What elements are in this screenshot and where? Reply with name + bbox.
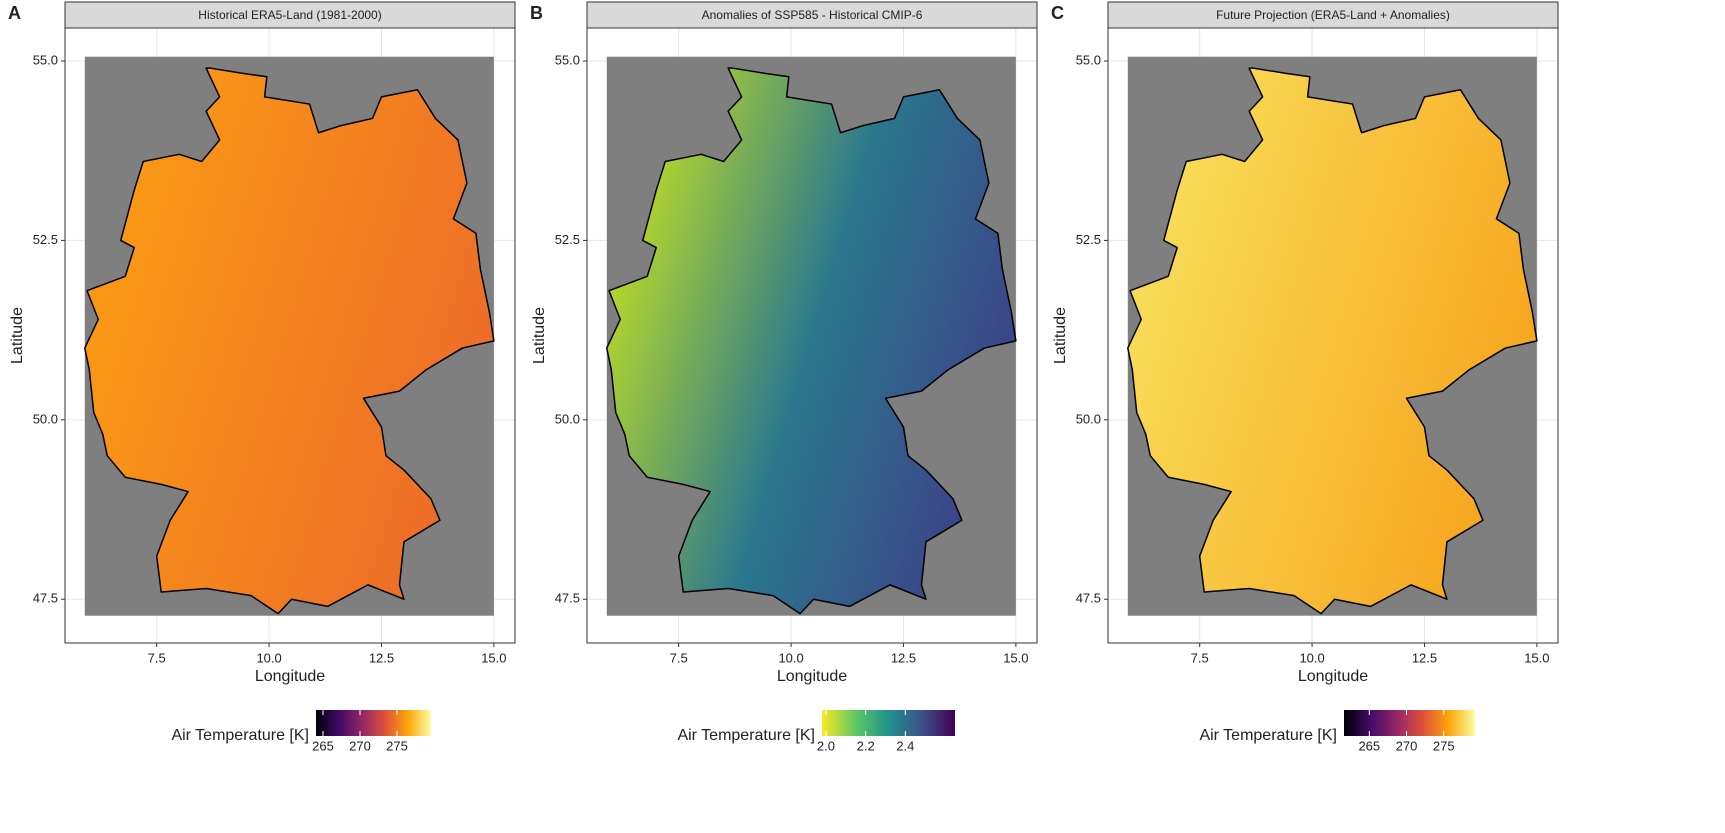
x-axis-title: Longitude [777,668,847,685]
y-tick-label: 55.0 [1076,52,1101,67]
colorbar-tick-label: 265 [1358,738,1380,753]
strip [64,1,516,29]
panel-title: Anomalies of SSP585 - Historical CMIP-6 [702,8,923,22]
x-axis-title: Longitude [255,668,325,685]
x-tick-label: 12.5 [1412,650,1437,665]
y-tick-label: 47.5 [555,591,580,606]
x-tick-label: 15.0 [481,650,506,665]
colorbar-tick-label: 2.2 [857,738,875,753]
panel-title: Future Projection (ERA5-Land + Anomalies… [1216,8,1450,22]
y-tick-label: 55.0 [33,52,58,67]
colorbar-tick-label: 270 [1396,738,1418,753]
y-tick-label: 52.5 [1076,232,1101,247]
y-tick-label: 52.5 [33,232,58,247]
strip [586,1,1038,29]
x-axis-title: Longitude [1298,668,1368,685]
colorbar-tick-label: 2.0 [817,738,835,753]
panel-border [64,27,516,644]
colorbar [822,710,955,736]
x-tick-label: 15.0 [1003,650,1028,665]
x-tick-label: 10.0 [256,650,281,665]
y-axis-title: Latitude [9,307,26,364]
x-tick-label: 7.5 [670,650,688,665]
colorbar-tick-label: 275 [1433,738,1455,753]
panel-label: A [8,3,21,23]
colorbar-tick-label: 265 [312,738,334,753]
germany-outline [84,67,495,615]
panel-label: B [530,3,543,23]
y-axis-title: Latitude [1052,307,1069,364]
germany-outline [606,67,1017,615]
x-tick-label: 10.0 [778,650,803,665]
x-tick-label: 15.0 [1524,650,1549,665]
y-tick-label: 52.5 [555,232,580,247]
y-tick-label: 47.5 [33,591,58,606]
x-tick-label: 7.5 [148,650,166,665]
colorbar [316,710,431,736]
x-tick-label: 12.5 [369,650,394,665]
colorbar-tick-label: 275 [386,738,408,753]
colorbar [1344,710,1475,736]
panel-border [586,27,1038,644]
y-tick-label: 55.0 [555,52,580,67]
colorbar-tick-label: 2.4 [896,738,914,753]
panel-border [1107,27,1559,644]
y-tick-label: 47.5 [1076,591,1101,606]
panel-title: Historical ERA5-Land (1981-2000) [198,8,381,22]
y-axis-title: Latitude [531,307,548,364]
legend-title: Air Temperature [K] [677,727,815,744]
y-tick-label: 50.0 [33,411,58,426]
y-tick-label: 50.0 [1076,411,1101,426]
panel-label: C [1051,3,1064,23]
legend-title: Air Temperature [K] [171,727,309,744]
x-tick-label: 7.5 [1191,650,1209,665]
legend-title: Air Temperature [K] [1199,727,1337,744]
x-tick-label: 12.5 [891,650,916,665]
colorbar-tick-label: 270 [349,738,371,753]
x-tick-label: 10.0 [1299,650,1324,665]
y-tick-label: 50.0 [555,411,580,426]
germany-outline [1127,67,1538,615]
